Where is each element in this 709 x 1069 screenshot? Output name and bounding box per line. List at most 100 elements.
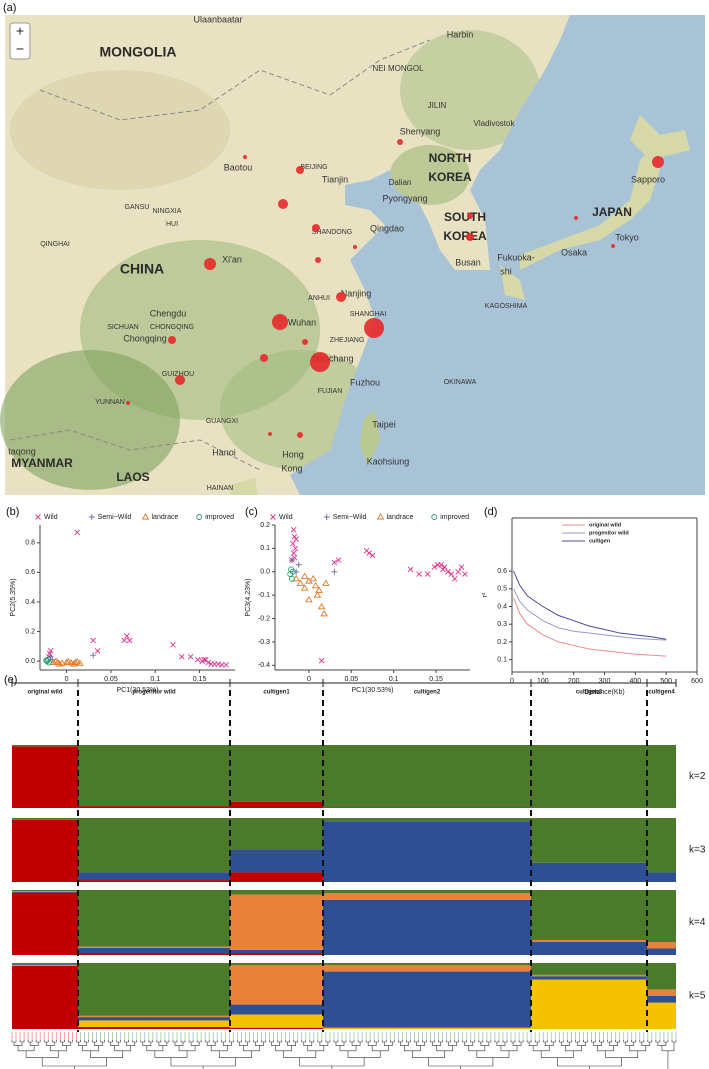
legend-label: Wild (44, 514, 58, 521)
terrain (390, 145, 470, 205)
point (311, 581, 320, 589)
map-label: Nanchang (312, 353, 353, 363)
point (90, 637, 96, 644)
map-label: Sapporo (631, 174, 665, 184)
sample-site (397, 139, 403, 145)
map-label: NORTH (429, 151, 472, 165)
map-label: KAGOSHIMA (485, 303, 528, 310)
point (455, 568, 461, 575)
x-tick-label: 100 (537, 678, 549, 685)
point (300, 584, 309, 591)
ancestry-bar (647, 1002, 676, 1029)
map-label: LAOS (116, 470, 149, 484)
y-tick-label: 0.0 (260, 569, 270, 576)
ancestry-bar (230, 745, 323, 802)
map-label: SHANGHAI (350, 311, 387, 318)
sample-site (278, 199, 288, 209)
sample-site (315, 257, 321, 263)
point (90, 652, 97, 659)
point (52, 657, 60, 664)
x-tick-label: 400 (629, 678, 641, 685)
point (170, 642, 176, 648)
y-tick-label: 0.2 (497, 639, 507, 646)
ancestry-bar (323, 818, 531, 822)
ancestry-bar (647, 989, 676, 996)
point (416, 571, 422, 577)
map-label: SICHUAN (107, 324, 139, 331)
ancestry-bar (323, 1027, 531, 1029)
map-label: ANHUI (308, 295, 330, 302)
map-label: BEIJING (300, 164, 327, 171)
map-label: Fuzhou (350, 377, 380, 387)
y-tick-label: 0.5 (497, 586, 507, 593)
map-label: SOUTH (444, 210, 486, 224)
point (295, 561, 302, 568)
ancestry-bar (323, 890, 531, 894)
point (305, 595, 313, 603)
sample-site (611, 244, 615, 248)
map-label: GUANGXI (206, 418, 238, 425)
map-label: GUIZHOU (162, 371, 194, 378)
map-label: HAINAN (207, 485, 233, 492)
ancestry-bar (78, 872, 230, 881)
point (289, 540, 296, 547)
point (320, 609, 328, 617)
point (62, 658, 71, 666)
terrain (400, 30, 540, 150)
sample-site (310, 352, 330, 372)
point (441, 564, 448, 570)
map-label: Nanjing (341, 288, 372, 298)
y-tick-label: 0.6 (497, 568, 507, 575)
legend-label: progenitor wild (589, 530, 629, 536)
ancestry-bar (531, 942, 647, 955)
x-tick-label: 0.05 (344, 676, 358, 683)
ancestry-bar (78, 745, 230, 807)
border (9, 429, 261, 471)
point (369, 552, 376, 559)
point (223, 662, 229, 668)
x-tick-label: 0.15 (193, 676, 207, 683)
x-tick-label: 0 (510, 678, 514, 685)
map-label: Ulaanbaatar (193, 14, 242, 24)
map-label: Pyongyang (382, 193, 427, 203)
point (335, 557, 342, 563)
y-tick-label: 0.4 (497, 603, 507, 610)
sample-site (297, 432, 303, 438)
legend-label: Wild (279, 514, 293, 521)
ancestry-bar (323, 963, 531, 965)
map-label: HUI (166, 221, 178, 228)
point (292, 545, 299, 552)
map-label: CHONGQING (150, 324, 194, 331)
terrain (10, 70, 230, 190)
zoom-in[interactable]: + (16, 23, 24, 39)
group-label: cultigen1 (263, 690, 290, 696)
map-label: MYANMAR (11, 456, 73, 470)
point (407, 566, 414, 573)
ancestry-bar (531, 974, 647, 977)
ancestry-bar (323, 745, 531, 808)
ancestry-bar (78, 880, 230, 882)
point (293, 536, 300, 542)
ancestry-bar (78, 1027, 230, 1029)
point (289, 575, 295, 582)
x-tick-label: 0 (65, 676, 69, 683)
legend-label: cultigen (589, 538, 611, 544)
ancestry-bar (12, 964, 78, 965)
point (55, 660, 64, 667)
zoom-out[interactable]: − (16, 41, 24, 57)
panel-label: (c) (245, 506, 258, 518)
ancestry-bar (647, 948, 676, 955)
ancestry-bar (230, 818, 323, 850)
map-label: JAPAN (592, 205, 632, 219)
line (513, 570, 667, 640)
ancestry-bar (78, 947, 230, 954)
legend-marker (376, 513, 385, 520)
x-tick-label: 500 (660, 678, 672, 685)
k-label: k=5 (689, 991, 706, 1002)
point (43, 657, 50, 664)
ancestry-bar (230, 953, 323, 955)
ancestry-bar (78, 1020, 230, 1028)
sample-site (296, 166, 304, 174)
y-tick-label: 0.6 (25, 569, 35, 576)
zoom-control (9, 22, 31, 60)
